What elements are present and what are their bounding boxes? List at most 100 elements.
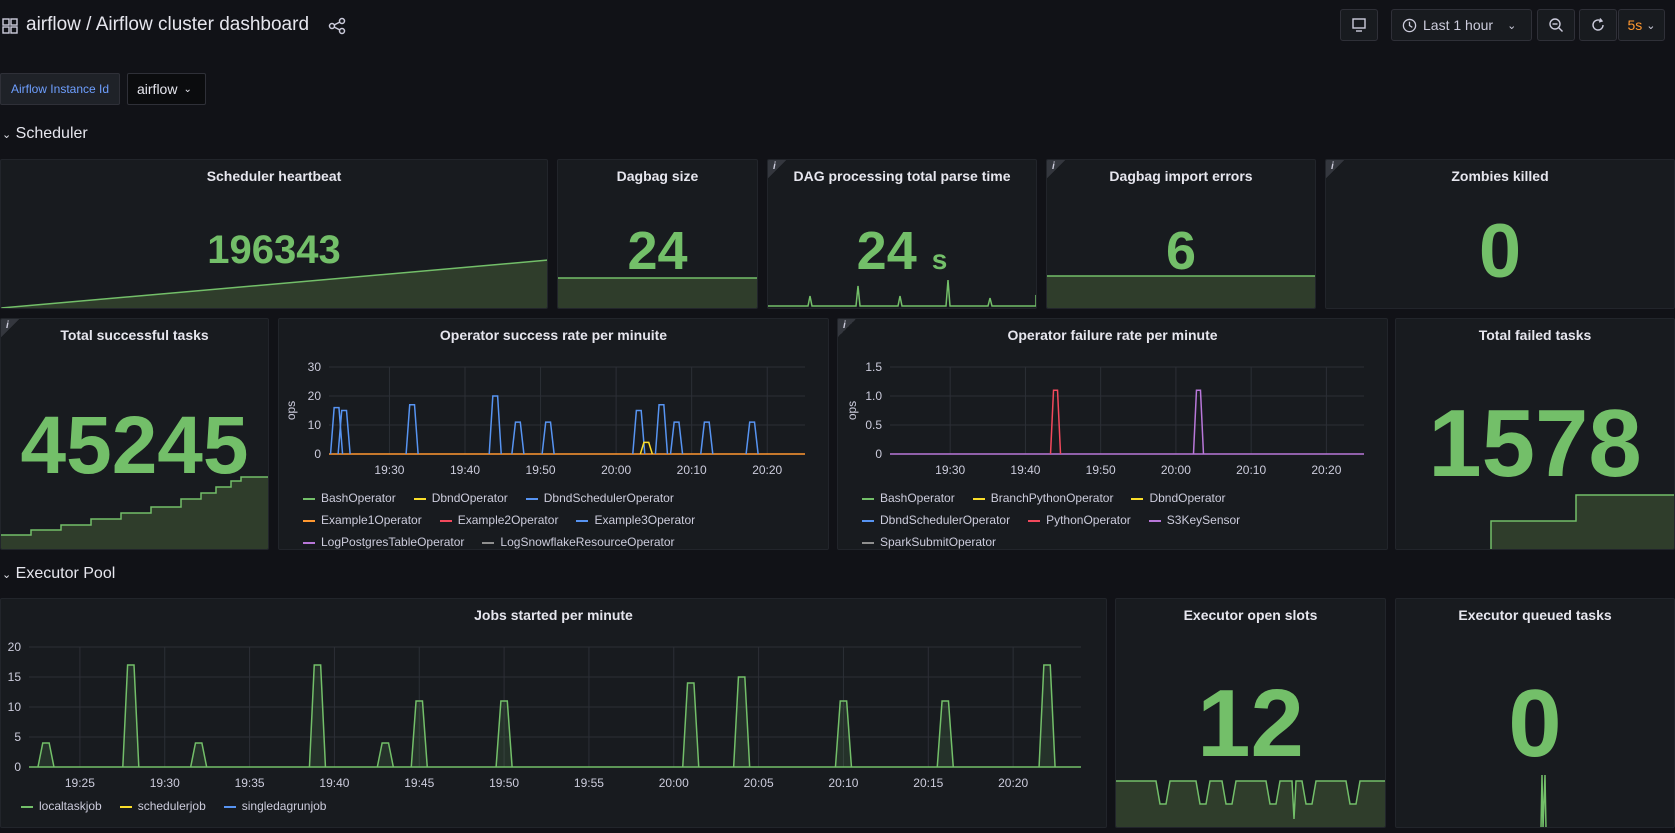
x-tick-label: 20:10 [1236, 463, 1266, 477]
row-scheduler[interactable]: ⌄ Scheduler [2, 125, 88, 143]
panel-queued-tasks[interactable]: Executor queued tasks 0 [1395, 598, 1675, 828]
dashboards-grid-icon[interactable] [2, 18, 18, 34]
time-range-label: Last 1 hour [1423, 17, 1494, 33]
info-icon[interactable]: i [1, 319, 19, 337]
refresh-interval-picker[interactable]: 5s ⌄ [1618, 9, 1665, 41]
data-point-localtaskjob [122, 664, 140, 768]
sparkline [768, 279, 1036, 307]
legend-label: BashOperator [321, 491, 396, 505]
info-icon[interactable]: i [1326, 160, 1344, 178]
refresh-icon [1592, 18, 1604, 31]
instance-id-select[interactable]: airflow ⌄ [127, 73, 206, 105]
y-tick-label: 0 [875, 447, 882, 461]
legend-label: BashOperator [880, 491, 955, 505]
zoom-out-button[interactable] [1537, 9, 1575, 41]
legend-label: LogPostgresTableOperator [321, 535, 465, 549]
legend-label: S3KeySensor [1166, 513, 1241, 527]
legend-item[interactable]: DbndOperator [1131, 487, 1226, 509]
panel-title: Operator success rate per minuite [439, 327, 668, 343]
panel-parse-time[interactable]: i DAG processing total parse time 24 s [767, 159, 1037, 309]
legend-swatch [21, 805, 33, 808]
legend-item[interactable]: schedulerjob [119, 799, 206, 813]
legend-item[interactable]: Example3Operator [576, 509, 695, 531]
x-tick-label: 19:45 [404, 776, 434, 790]
x-tick-label: 20:00 [1161, 463, 1191, 477]
sparkline [1116, 780, 1385, 827]
legend-item[interactable]: BashOperator [303, 487, 396, 509]
dashboard-title[interactable]: airflow / Airflow cluster dashboard [26, 14, 310, 35]
panel-zombies-killed[interactable]: i Zombies killed 0 [1325, 159, 1675, 309]
legend-item[interactable]: SparkSubmitOperator [862, 531, 996, 549]
chart-jobs-started: 0 5 10 15 20 19:25 19:30 19:35 19:40 19:45 19:50 19… [8, 640, 1081, 790]
panel-dagbag-size[interactable]: Dagbag size 24 [557, 159, 758, 309]
panel-open-slots[interactable]: Executor open slots 12 [1115, 598, 1386, 828]
x-tick-label: 19:40 [1010, 463, 1040, 477]
legend-item[interactable]: localtaskjob [21, 799, 102, 813]
chevron-down-icon: ⌄ [1646, 19, 1656, 32]
chart-failure-rate: 0 0.5 1.0 1.5 19:30 19:40 19:50 20:00 20:10 20:20… [845, 360, 1364, 477]
sparkline [1, 259, 547, 308]
chevron-down-icon: ⌄ [2, 569, 12, 581]
y-tick-label: 0.5 [865, 418, 882, 432]
panel-jobs-started[interactable]: Jobs started per minute 0 5 10 15 20 19:25 19:… [0, 598, 1107, 828]
legend-item[interactable]: S3KeySensor [1148, 509, 1241, 531]
sparkline [558, 277, 757, 308]
y-tick-label: 0 [14, 760, 21, 774]
sparkline [1, 476, 268, 549]
share-icon[interactable] [328, 17, 346, 35]
refresh-button[interactable] [1579, 9, 1617, 41]
tv-mode-button[interactable] [1340, 9, 1378, 41]
data-point-localtaskjob [681, 682, 700, 768]
x-tick-label: 19:30 [374, 463, 404, 477]
legend-label: PythonOperator [1046, 513, 1131, 527]
panel-total-failed[interactable]: Total failed tasks 1578 [1395, 318, 1675, 550]
panel-success-rate[interactable]: Operator success rate per minuite 0 10 20 3… [278, 318, 829, 550]
legend-item[interactable]: Example1Operator [303, 509, 422, 531]
legend-label: Example1Operator [321, 513, 422, 527]
legend-item[interactable]: PythonOperator [1028, 509, 1131, 531]
y-tick-label: 0 [314, 447, 321, 461]
legend-item[interactable]: BranchPythonOperator [972, 487, 1113, 509]
top-bar: airflow / Airflow cluster dashboard Last… [0, 0, 1675, 52]
y-tick-label: 30 [308, 360, 322, 374]
legend-item[interactable]: DbndSchedulerOperator [525, 487, 674, 509]
row-executor-pool[interactable]: ⌄ Executor Pool [2, 565, 115, 583]
panel-title: Operator failure rate per minute [1007, 327, 1218, 343]
data-point-localtaskjob [936, 700, 955, 768]
data-point-localtaskjob [834, 700, 853, 768]
panel-import-errors[interactable]: i Dagbag import errors 6 [1046, 159, 1316, 309]
legend-item[interactable]: DbndOperator [413, 487, 508, 509]
stat-value: 196343 [207, 228, 341, 272]
data-point-Example3Operator [632, 409, 646, 455]
legend-item[interactable]: LogSnowflakeResourceOperator [482, 531, 675, 549]
chevron-down-icon: ⌄ [1507, 19, 1517, 32]
legend-swatch [1131, 497, 1144, 500]
panel-scheduler-heartbeat[interactable]: Scheduler heartbeat 196343 [0, 159, 548, 309]
legend-item[interactable]: LogPostgresTableOperator [303, 531, 465, 549]
panel-title: Zombies killed [1451, 168, 1549, 184]
x-tick-label: 19:50 [489, 776, 519, 790]
info-icon[interactable]: i [768, 160, 786, 178]
info-icon[interactable]: i [1047, 160, 1065, 178]
sparkline [1490, 494, 1674, 549]
x-tick-label: 19:50 [526, 463, 556, 477]
y-tick-label: 1.5 [865, 360, 882, 374]
legend-item[interactable]: Example2Operator [439, 509, 558, 531]
time-range-picker[interactable]: Last 1 hour ⌄ [1391, 9, 1532, 41]
info-icon[interactable]: i [838, 319, 856, 337]
panel-total-successful[interactable]: i Total successful tasks 45245 [0, 318, 269, 550]
panel-title: Dagbag import errors [1109, 168, 1253, 184]
legend-item[interactable]: BashOperator [862, 487, 955, 509]
panel-title: Dagbag size [616, 168, 699, 184]
legend-item[interactable]: DbndSchedulerOperator [862, 509, 1010, 531]
y-tick-label: 15 [8, 670, 22, 684]
legend-swatch [972, 497, 985, 500]
y-axis-label: ops [284, 401, 298, 420]
legend-item[interactable]: singledagrunjob [223, 799, 327, 813]
legend-label: singledagrunjob [241, 799, 327, 813]
x-tick-label: 20:00 [659, 776, 689, 790]
data-point-Example3Operator [745, 421, 759, 455]
legend-label: DbndSchedulerOperator [543, 491, 674, 505]
panel-failure-rate[interactable]: i Operator failure rate per minute 0 0.5 1… [837, 318, 1388, 550]
x-tick-label: 19:50 [1086, 463, 1116, 477]
